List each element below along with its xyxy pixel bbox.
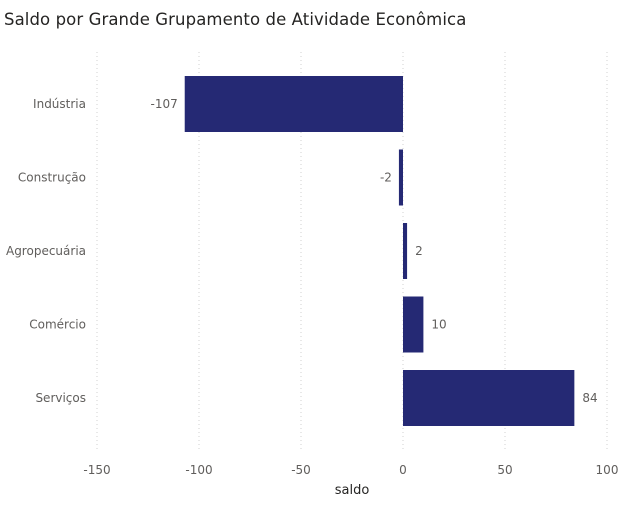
bar xyxy=(403,370,575,426)
data-label: -2 xyxy=(380,171,392,185)
x-tick-label: 50 xyxy=(497,463,512,477)
x-axis-title: saldo xyxy=(335,483,370,498)
bar xyxy=(403,223,408,279)
data-label: 84 xyxy=(582,391,597,405)
x-tick-labels: -150 -100 -50 0 50 100 xyxy=(83,463,618,477)
category-label: Construção xyxy=(18,171,86,185)
category-label: Serviços xyxy=(35,391,86,405)
data-labels: -107 -2 2 10 84 xyxy=(150,97,597,405)
x-tick-label: -100 xyxy=(185,463,212,477)
chart-title: Saldo por Grande Grupamento de Atividade… xyxy=(4,10,467,29)
x-tick-label: -150 xyxy=(83,463,110,477)
category-label: Agropecuária xyxy=(6,244,86,258)
x-tick-label: 100 xyxy=(596,463,619,477)
data-label: 10 xyxy=(431,318,446,332)
x-tick-label: -50 xyxy=(291,463,311,477)
bar xyxy=(184,76,403,132)
category-labels: Indústria Construção Agropecuária Comércio S… xyxy=(6,97,86,405)
x-tick-label: 0 xyxy=(399,463,407,477)
bar xyxy=(403,296,424,353)
category-label: Comércio xyxy=(29,318,86,332)
bars xyxy=(184,76,575,426)
category-label: Indústria xyxy=(33,97,86,111)
data-label: -107 xyxy=(150,97,177,111)
data-label: 2 xyxy=(415,244,423,258)
bar xyxy=(398,149,403,206)
